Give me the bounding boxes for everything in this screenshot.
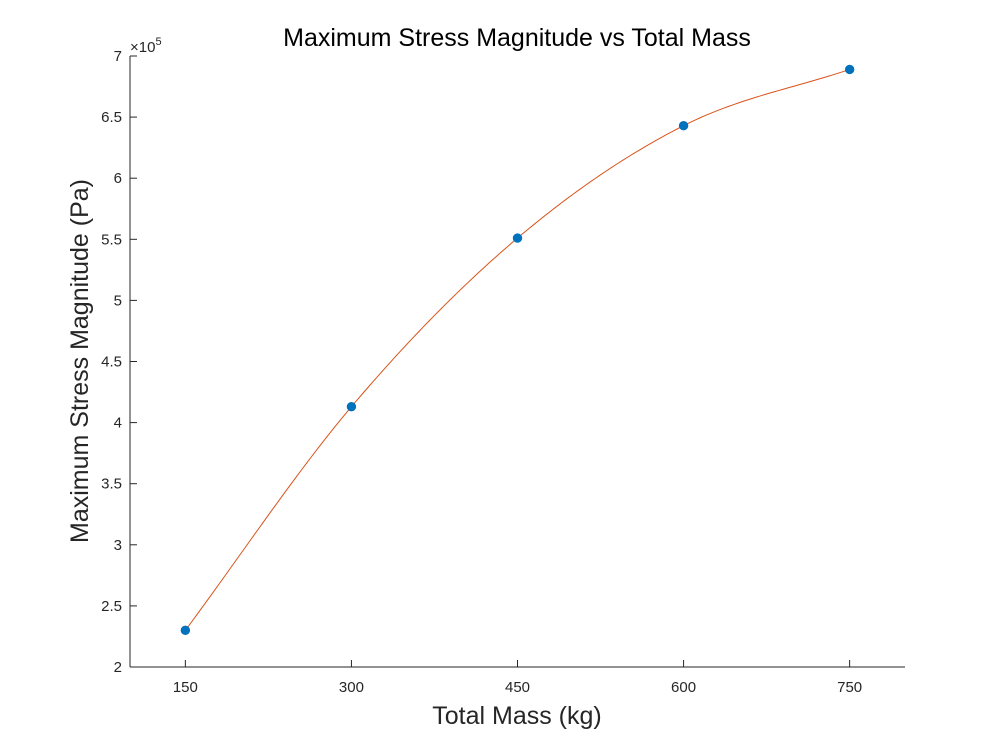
data-point-marker: [512, 233, 523, 243]
fitted-curve-line: [184, 68, 850, 631]
chart-title: Maximum Stress Magnitude vs Total Mass: [283, 24, 751, 52]
y-tick-label: 2: [114, 659, 122, 676]
data-point-layer: [180, 64, 855, 636]
y-axis-title: Maximum Stress Magnitude (Pa): [66, 179, 94, 543]
x-tick-label: 300: [339, 679, 364, 696]
fitted-curve-layer: [184, 68, 850, 631]
y-tick-label: 3.5: [101, 476, 122, 493]
data-point-marker: [844, 64, 855, 75]
data-point-marker: [180, 625, 191, 636]
y-tick-label: 5: [114, 292, 122, 309]
x-tick-label: 600: [671, 679, 696, 696]
y-tick-label: 3: [114, 537, 122, 554]
x-tick-label: 150: [173, 679, 198, 696]
y-tick-label: 5.5: [101, 231, 122, 248]
y-tick-label: 6: [114, 170, 122, 187]
y-axis-exponent-power: 5: [155, 36, 161, 48]
y-tick-label: 2.5: [101, 598, 122, 615]
y-tick-label: 6.5: [101, 109, 122, 126]
y-tick-label: 7: [114, 48, 122, 65]
y-axis-exponent-label: ×105: [130, 36, 162, 56]
axes: 150 300 450 600 750 2 2.5 3 3.5 4 4.5 5 5.5 6 6.5 7: [101, 48, 905, 696]
y-axis-exponent-prefix: ×10: [130, 39, 155, 56]
x-axis-title: Total Mass (kg): [432, 702, 601, 730]
y-tick-label: 4: [114, 415, 122, 432]
data-point-marker: [678, 120, 689, 131]
y-tick-label: 4.5: [101, 354, 122, 371]
x-tick-label: 750: [837, 679, 862, 696]
x-tick-label: 450: [505, 679, 530, 696]
data-point-marker: [346, 402, 357, 412]
